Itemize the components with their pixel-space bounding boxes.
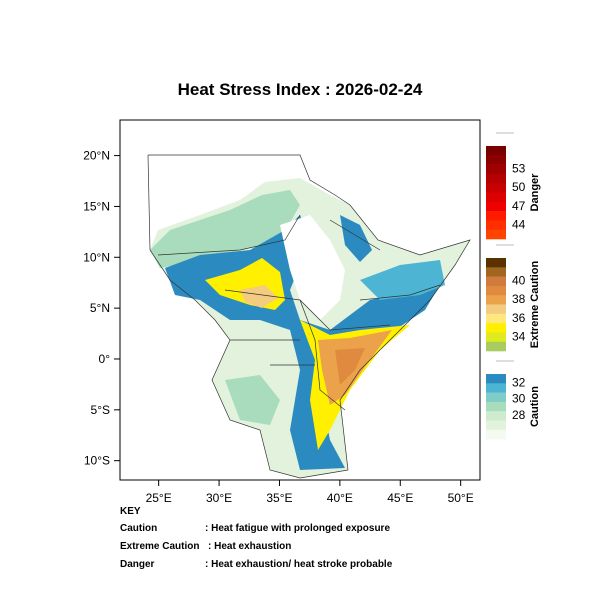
legend-swatch: [486, 211, 506, 221]
legend-swatch: [486, 220, 506, 230]
legend-category-label: Caution: [529, 386, 541, 427]
legend-swatch: [486, 392, 506, 403]
legend-swatch: [486, 267, 506, 277]
legend-category-label: Extreme Caution: [529, 261, 541, 349]
x-tick-label: 45°E: [387, 491, 413, 505]
zone-caution-blue-east: [340, 215, 372, 262]
y-tick-label: 5°N: [90, 301, 110, 315]
x-tick-label: 50°E: [448, 491, 474, 505]
legend-swatch: [486, 323, 506, 333]
legend-category-label: Danger: [529, 173, 541, 212]
legend-tick-label: 50: [512, 180, 526, 194]
map-title: Heat Stress Index : 2026-02-24: [177, 80, 423, 99]
legend-tick-label: 44: [512, 217, 526, 231]
legend-tick-label: 30: [512, 392, 526, 406]
y-axis: 20°N 15°N 10°N 5°N 0° 5°S 10°S: [83, 149, 120, 468]
key-term: Danger: [120, 559, 155, 570]
legend-swatch: [486, 201, 506, 212]
x-tick-label: 30°E: [206, 491, 232, 505]
y-tick-label: 10°N: [83, 250, 110, 264]
legend-tick-label: 47: [512, 199, 526, 213]
y-tick-label: 20°N: [83, 149, 110, 163]
country-borders: [147, 154, 471, 479]
key-term: Extreme Caution: [120, 541, 200, 552]
legend-swatch: [486, 420, 506, 431]
legend-swatch: [486, 146, 506, 156]
key-description: : Heat fatigue with prolonged exposure: [205, 523, 391, 534]
legend-swatch: [486, 155, 506, 165]
legend-swatch: [486, 258, 506, 268]
key-heading: KEY: [120, 506, 141, 517]
legend-swatch: [486, 295, 506, 305]
legend-tick-label: 36: [512, 311, 526, 325]
legend-tick-label: 38: [512, 292, 526, 306]
zone-extreme-orange-dark: [335, 348, 365, 385]
zone-caution-blue-ethiopia: [360, 260, 445, 300]
legend-swatch: [486, 401, 506, 412]
legend-tick-label: 34: [512, 329, 526, 343]
key-description: : Heat exhaustion/ heat stroke probable: [205, 559, 393, 570]
heat-zones: [150, 178, 470, 478]
y-tick-label: 5°S: [91, 403, 110, 417]
legend-swatch: [486, 173, 506, 184]
legend-tick-label: 53: [512, 162, 526, 176]
legend-swatch: [486, 411, 506, 421]
zone-caution-west: [225, 375, 280, 425]
legend-swatch: [486, 164, 506, 175]
y-tick-label: 0°: [99, 352, 111, 366]
legend-swatch: [486, 332, 506, 342]
legend-swatch: [486, 341, 506, 352]
legend-swatch: [486, 304, 506, 315]
legend-swatch: [486, 276, 506, 287]
x-tick-label: 25°E: [146, 491, 172, 505]
x-tick-label: 40°E: [327, 491, 353, 505]
legend-tick-label: 32: [512, 375, 526, 389]
x-tick-label: 35°E: [266, 491, 292, 505]
key-description: : Heat exhaustion: [208, 541, 292, 552]
legend-swatch: [486, 429, 506, 440]
zone-caution-green: [150, 190, 300, 268]
legend-tick-label: 40: [512, 274, 526, 288]
legend-swatch: [486, 183, 506, 193]
zone-white-highlands: [280, 215, 345, 320]
legend-swatch: [486, 192, 506, 203]
legend-swatch: [486, 383, 506, 393]
y-tick-label: 10°S: [84, 454, 110, 468]
key-term: Caution: [120, 523, 158, 534]
legend-swatch: [486, 313, 506, 324]
x-axis: 25°E 30°E 35°E 40°E 45°E 50°E: [146, 480, 474, 505]
legend-tick-label: 28: [512, 408, 526, 422]
legend-swatch: [486, 229, 506, 240]
zone-extreme-light: [240, 285, 278, 308]
y-tick-label: 15°N: [83, 199, 110, 213]
legend-swatch: [486, 374, 506, 384]
legend-swatch: [486, 285, 506, 296]
